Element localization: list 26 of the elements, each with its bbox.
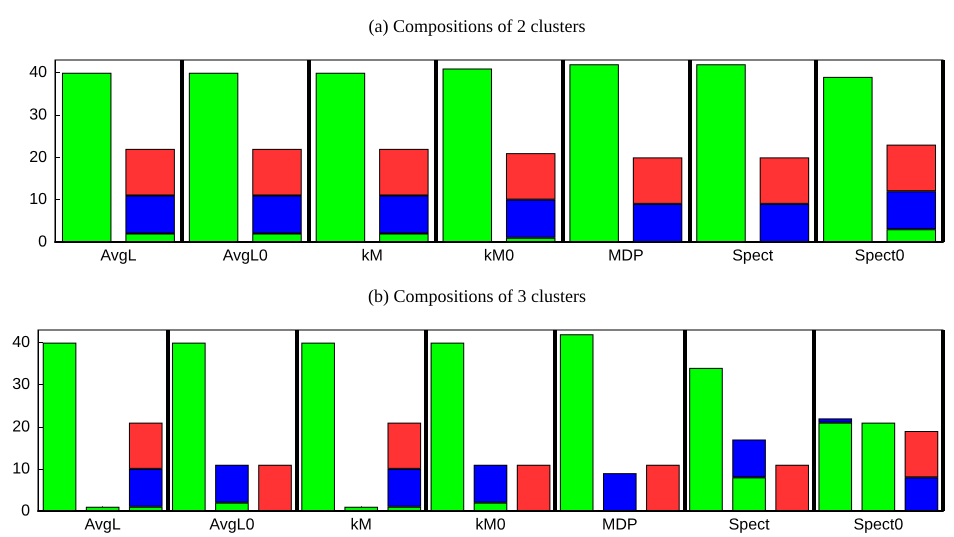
y-tick-label: 0: [38, 234, 48, 250]
chart-title: (b) Compositions of 3 clusters: [368, 286, 586, 306]
y-tick-label: 30: [29, 106, 48, 124]
y-tick-label: 10: [12, 460, 30, 478]
x-tick-label: Spect: [728, 516, 770, 534]
y-tick-label: 30: [12, 376, 30, 394]
x-tick-label: Spect0: [853, 516, 904, 534]
x-tick-label: MDP: [608, 248, 644, 264]
y-tick-label: 20: [29, 148, 48, 166]
x-tick-label: AvgL: [84, 516, 121, 534]
chart-title: (a) Compositions of 2 clusters: [368, 16, 586, 36]
y-tick-label: 40: [12, 334, 30, 352]
x-tick-label: kM0: [484, 248, 514, 264]
x-tick-label: Spect0: [854, 248, 905, 264]
y-tick-label: 10: [29, 191, 48, 208]
x-tick-label: AvgL: [100, 248, 137, 264]
x-tick-label: Spect: [732, 248, 774, 264]
x-tick-label: AvgL0: [222, 248, 268, 264]
x-tick-label: MDP: [602, 516, 638, 534]
x-tick-label: kM0: [475, 516, 506, 534]
x-tick-label: kM: [361, 248, 383, 264]
x-tick-label: AvgL0: [209, 516, 255, 534]
y-tick-label: 0: [21, 502, 30, 520]
x-tick-label: kM: [350, 516, 372, 534]
y-tick-label: 20: [12, 418, 30, 436]
y-tick-label: 40: [29, 64, 48, 82]
